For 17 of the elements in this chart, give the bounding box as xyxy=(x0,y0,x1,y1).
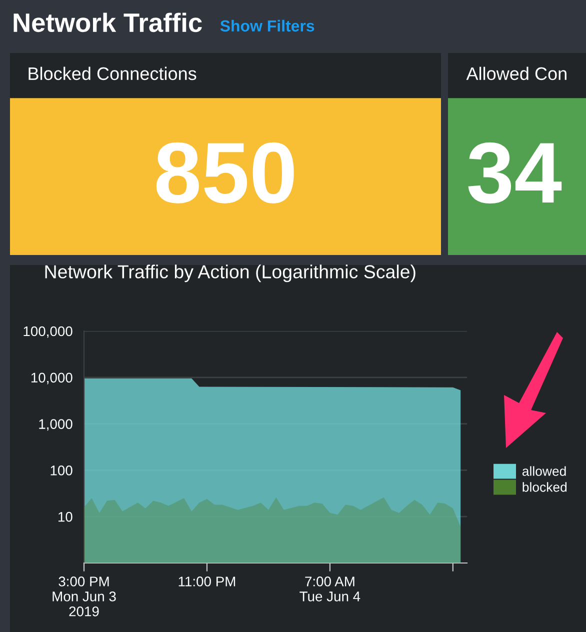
text: 850 xyxy=(156,142,294,204)
y-tick-label: 1,000 xyxy=(39,419,72,431)
chart-title: Network Traffic by Action (Logarithmic Scale) xyxy=(45,264,416,282)
x-tick-label: 3:00 PM Mon Jun 3 2019 xyxy=(52,576,116,616)
text: 34 xyxy=(468,142,562,204)
legend-label: blocked xyxy=(522,482,567,492)
y-tick-label: 100 xyxy=(50,466,72,476)
text: Show Filters xyxy=(220,20,314,32)
text: Blocked Connections xyxy=(28,66,196,80)
x-tick-label: 7:00 AM Tue Jun 4 xyxy=(300,576,360,602)
text: Allowed Con xyxy=(466,66,566,80)
y-tick-label: 10,000 xyxy=(31,372,72,384)
legend-label: allowed xyxy=(522,466,566,476)
y-tick-label: 100,000 xyxy=(24,326,72,338)
text: Network Traffic xyxy=(14,12,202,32)
y-tick-label: 10 xyxy=(58,512,72,522)
x-tick-label: 11:00 PM xyxy=(178,576,236,586)
